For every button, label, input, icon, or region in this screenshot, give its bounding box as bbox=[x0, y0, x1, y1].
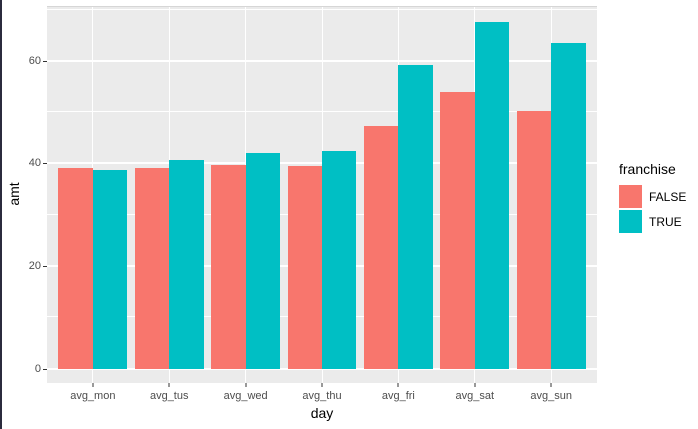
x-axis-tick-label: avg_sat bbox=[455, 390, 495, 402]
x-axis-tick-label: avg_wed bbox=[223, 390, 268, 402]
y-axis-tick-label: 40 bbox=[28, 157, 41, 170]
legend-item-false: FALSE bbox=[617, 185, 686, 208]
window-left-border bbox=[0, 0, 2, 429]
bar-avg_fri-false bbox=[364, 125, 399, 369]
x-axis-tick-mark bbox=[92, 383, 94, 387]
x-axis-tick-mark bbox=[245, 383, 247, 387]
x-axis-tick-label: avg_sun bbox=[530, 390, 572, 402]
bar-avg_sun-false bbox=[516, 111, 552, 369]
y-axis-tick-mark bbox=[43, 163, 47, 165]
legend: franchise FALSE TRUE bbox=[617, 161, 686, 235]
bar-group-avg_thu bbox=[287, 6, 357, 369]
x-axis-tick-mark bbox=[321, 383, 323, 387]
y-axis-tick-mark bbox=[43, 368, 47, 370]
bar-avg_thu-true bbox=[322, 150, 357, 369]
legend-swatch-true bbox=[619, 210, 642, 233]
legend-item-true: TRUE bbox=[617, 210, 686, 233]
x-axis-tick-mark bbox=[550, 383, 552, 387]
legend-label: TRUE bbox=[649, 214, 682, 229]
bar-group-avg_sat bbox=[440, 6, 510, 369]
x-axis-tick-label: avg_thu bbox=[302, 390, 342, 402]
bar-avg_tus-false bbox=[134, 168, 170, 369]
x-axis-title: day bbox=[310, 405, 334, 421]
bar-avg_wed-true bbox=[245, 152, 280, 369]
y-axis-title: amt bbox=[6, 182, 22, 206]
x-axis-tick-mark bbox=[168, 383, 170, 387]
bar-avg_sat-false bbox=[440, 91, 475, 369]
bar-group-avg_fri bbox=[364, 6, 433, 369]
plot-panel bbox=[47, 6, 597, 383]
bar-group-avg_wed bbox=[211, 6, 280, 369]
bar-avg_mon-true bbox=[92, 170, 128, 369]
bar-group-avg_tus bbox=[134, 6, 204, 369]
y-axis-tick-mark bbox=[43, 266, 47, 268]
x-axis-tick-label: avg_fri bbox=[381, 390, 415, 402]
y-axis-tick-mark bbox=[43, 60, 47, 62]
legend-title: franchise bbox=[619, 161, 676, 177]
bar-avg_wed-false bbox=[211, 165, 246, 369]
bar-avg_tus-true bbox=[169, 159, 204, 369]
legend-swatch-false bbox=[619, 185, 642, 208]
x-axis-tick-mark bbox=[474, 383, 476, 387]
legend-items: FALSE TRUE bbox=[617, 185, 686, 233]
x-axis-tick-label: avg_mon bbox=[70, 390, 116, 402]
x-axis-tick-mark bbox=[397, 383, 399, 387]
y-axis-tick-label: 20 bbox=[28, 260, 41, 273]
legend-label: FALSE bbox=[649, 189, 687, 204]
bar-avg_sun-true bbox=[551, 43, 586, 369]
bar-avg_sat-true bbox=[474, 22, 510, 369]
bar-avg_thu-false bbox=[287, 165, 322, 369]
bar-avg_fri-true bbox=[398, 65, 433, 369]
x-axis-tick-label: avg_tus bbox=[149, 390, 189, 402]
bar-group-avg_mon bbox=[58, 6, 128, 369]
y-axis-tick-label: 0 bbox=[34, 362, 41, 375]
bar-avg_mon-false bbox=[58, 168, 93, 369]
bar-group-avg_sun bbox=[516, 6, 586, 369]
y-axis-tick-label: 60 bbox=[28, 54, 41, 67]
